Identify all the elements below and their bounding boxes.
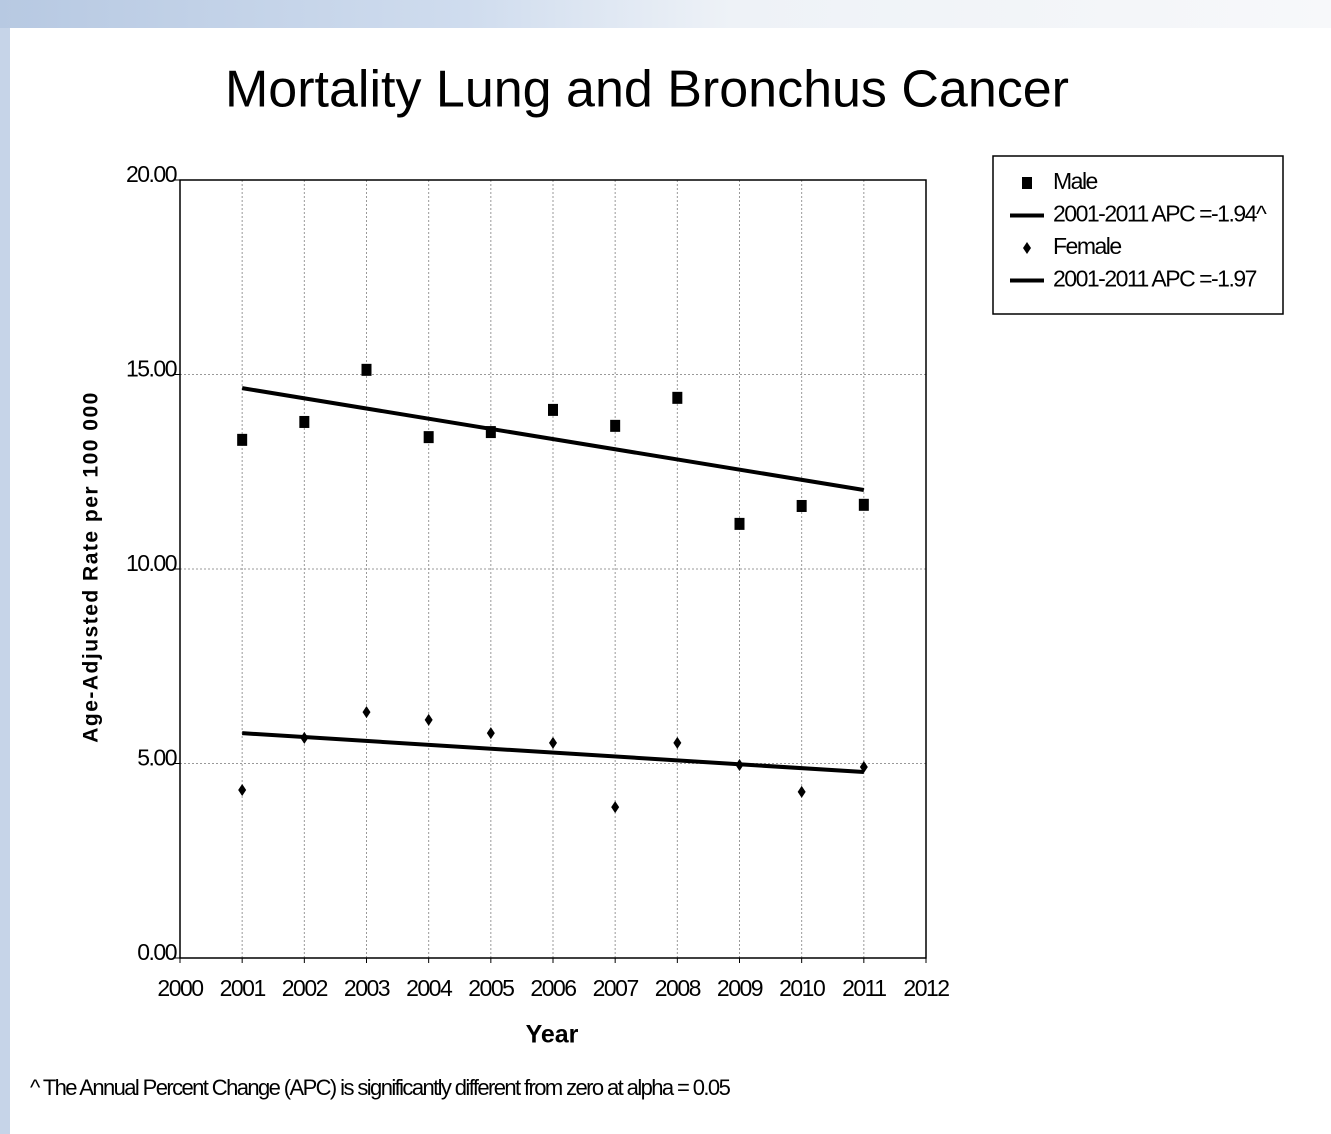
data-point: [797, 785, 806, 798]
data-point: [424, 713, 433, 726]
data-point: [361, 363, 372, 376]
x-axis-label: Year: [526, 1021, 579, 1049]
data-point: [796, 499, 807, 512]
plot-frame: [179, 179, 927, 959]
footnote: ^ The Annual Percent Change (APC) is sig…: [30, 1075, 731, 1100]
window-edge: [0, 28, 10, 1134]
data-point: [611, 801, 620, 814]
data-point: [734, 517, 745, 530]
x-tick-label: 2001: [220, 975, 266, 1001]
data-point: [610, 419, 621, 432]
data-point: [362, 706, 371, 719]
y-tick-label: 0.00: [137, 939, 176, 965]
data-point: [549, 736, 557, 749]
x-tick-label: 2002: [282, 975, 328, 1001]
x-tick-label: 2010: [779, 975, 825, 1001]
legend-label: Female: [1053, 233, 1121, 259]
data-point: [548, 403, 558, 416]
x-tick-label: 2003: [344, 975, 390, 1001]
y-axis-label: Age-Adjusted Rate per 100 000: [80, 391, 103, 743]
x-tick-label: 2011: [842, 975, 886, 1001]
data-point: [858, 498, 869, 511]
x-tick-label: 2009: [717, 975, 763, 1001]
legend-swatch: [1022, 177, 1032, 189]
x-tick-label: 2012: [903, 975, 949, 1001]
trend-line: [242, 731, 864, 775]
chart-title: Mortality Lung and Bronchus Cancer: [225, 61, 1069, 119]
data-point: [486, 727, 495, 740]
data-point: [485, 426, 496, 439]
x-tick-label: 2007: [593, 975, 639, 1001]
x-tick-label: 2005: [468, 975, 514, 1001]
legend-box: [992, 155, 1284, 315]
legend-label: Male: [1053, 168, 1098, 194]
data-point: [238, 783, 247, 796]
data-point: [299, 415, 310, 428]
data-point: [237, 433, 248, 446]
x-tick-label: 2008: [655, 975, 701, 1001]
data-point: [423, 431, 434, 444]
data-point: [673, 736, 682, 749]
y-tick-label: 15.00: [126, 356, 177, 382]
y-tick-label: 10.00: [126, 550, 177, 576]
legend-label: 2001-2011 APC =-1.97: [1053, 266, 1257, 292]
legend-swatch: [1023, 242, 1031, 254]
window-band: [0, 0, 1331, 28]
x-tick-label: 2006: [530, 975, 576, 1001]
y-tick-label: 20.00: [126, 161, 177, 187]
y-tick-label: 5.00: [137, 745, 176, 771]
trend-line: [241, 386, 865, 493]
x-tick-label: 2004: [406, 975, 453, 1001]
x-tick-label: 2000: [157, 975, 203, 1001]
data-point: [672, 391, 683, 404]
legend-label: 2001-2011 APC =-1.94^: [1053, 201, 1267, 227]
